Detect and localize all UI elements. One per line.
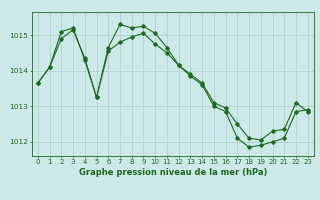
- X-axis label: Graphe pression niveau de la mer (hPa): Graphe pression niveau de la mer (hPa): [79, 168, 267, 177]
